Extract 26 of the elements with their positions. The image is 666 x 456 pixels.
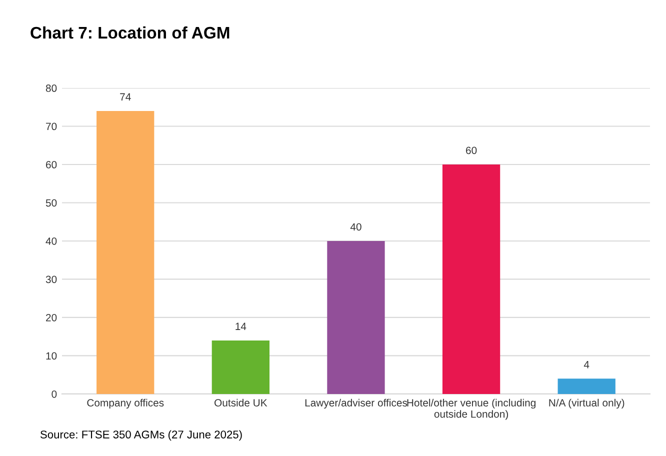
x-tick-label: N/A (virtual only) bbox=[549, 398, 624, 409]
y-tick-label: 60 bbox=[46, 161, 57, 168]
source-note: Source: FTSE 350 AGMs (27 June 2025) bbox=[40, 430, 242, 441]
data-label: 40 bbox=[350, 223, 362, 231]
chart-title: Chart 7: Location of AGM bbox=[30, 26, 230, 39]
bar bbox=[558, 378, 616, 394]
x-tick-label: Outside UK bbox=[214, 398, 268, 406]
bar bbox=[96, 110, 154, 394]
x-tick-label: Hotel/other venue (including outside London) bbox=[407, 398, 536, 420]
data-label: 74 bbox=[120, 93, 131, 100]
data-label: 14 bbox=[236, 322, 246, 330]
y-tick-label: 50 bbox=[46, 199, 57, 207]
y-tick-label: 80 bbox=[46, 84, 57, 92]
y-tick-label: 40 bbox=[46, 237, 57, 245]
bar bbox=[442, 164, 500, 394]
y-tick-label: 0 bbox=[52, 390, 57, 398]
x-tick-label: Company offices bbox=[87, 398, 164, 409]
y-tick-label: 30 bbox=[46, 276, 57, 284]
y-tick-label: 20 bbox=[46, 314, 57, 322]
data-label: 4 bbox=[584, 361, 590, 368]
y-tick-label: 10 bbox=[46, 352, 57, 360]
data-label: 60 bbox=[466, 146, 477, 154]
x-tick-label: Lawyer/adviser offices bbox=[305, 398, 408, 409]
bar bbox=[212, 340, 270, 394]
y-tick-label: 70 bbox=[46, 122, 57, 130]
bar bbox=[327, 240, 385, 394]
